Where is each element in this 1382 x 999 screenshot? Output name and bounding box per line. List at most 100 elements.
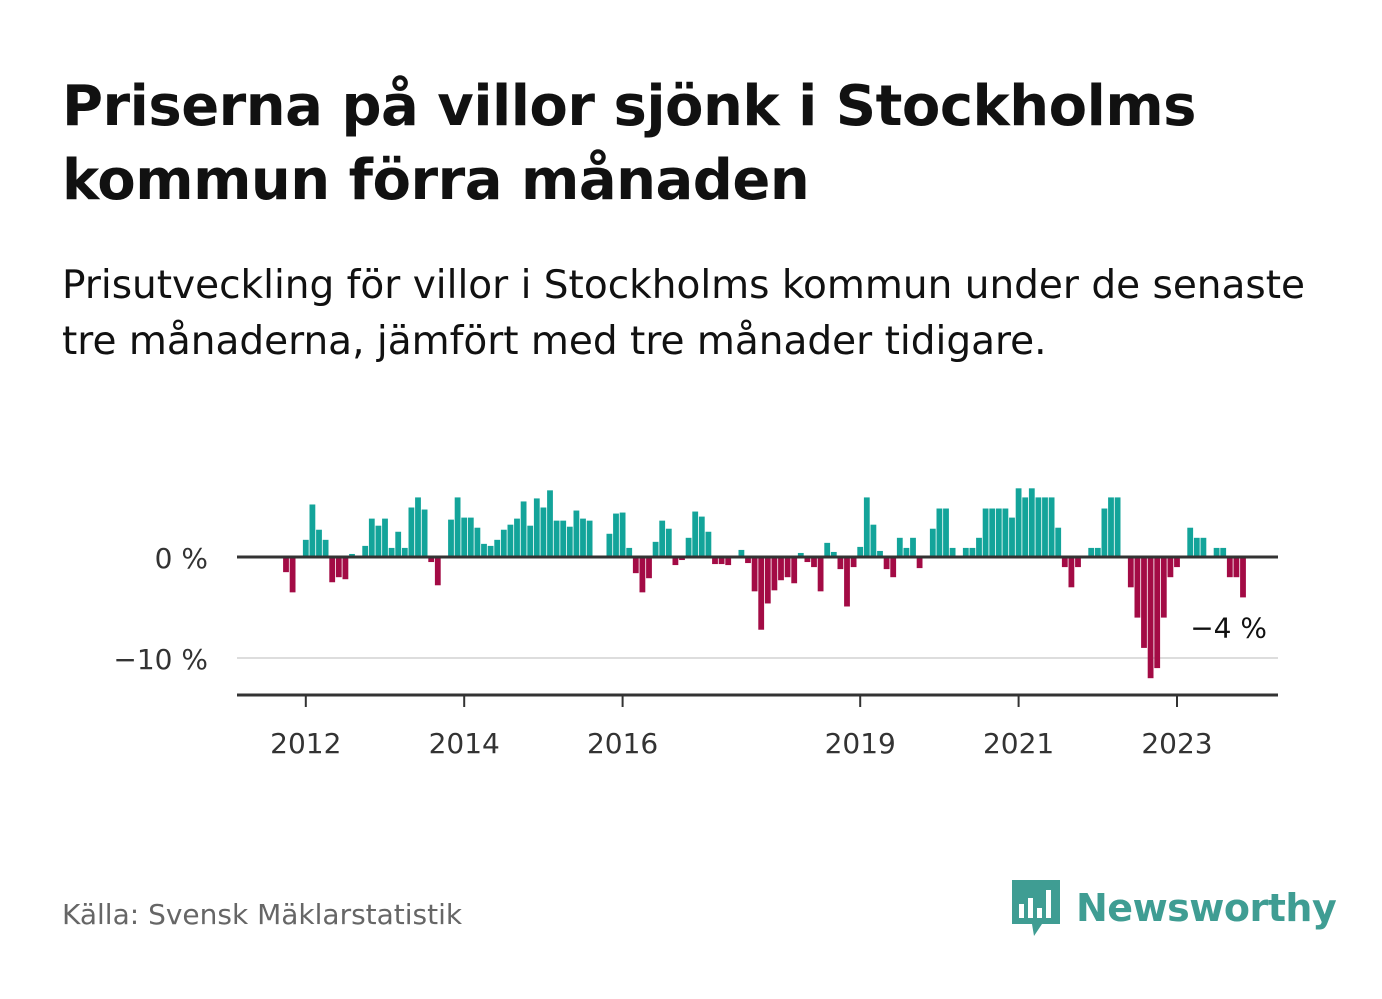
bar — [362, 545, 369, 557]
bar — [639, 557, 646, 593]
bar — [817, 557, 824, 592]
bar — [309, 504, 316, 557]
bar — [461, 517, 468, 557]
bar — [520, 501, 527, 557]
bar — [989, 508, 996, 557]
bar — [804, 557, 811, 563]
bar — [652, 541, 659, 557]
bar — [1200, 537, 1207, 557]
bar — [969, 547, 976, 557]
newsworthy-logo-icon — [1012, 880, 1060, 936]
bar — [698, 516, 705, 557]
bar — [725, 557, 732, 566]
price-change-bar-chart: 0 % −10 % 2012 2014 2016 2019 2021 2023 −4 % — [113, 488, 1278, 760]
bar — [903, 547, 910, 557]
bar — [1055, 527, 1062, 557]
bar — [448, 519, 454, 557]
bar — [1002, 508, 1009, 557]
bar — [349, 553, 355, 557]
bar — [976, 537, 982, 557]
bar — [1160, 557, 1167, 618]
bar — [1141, 557, 1147, 648]
bar — [540, 507, 547, 557]
bar — [672, 557, 679, 566]
x-tick-label: 2019 — [825, 727, 896, 760]
bar — [929, 528, 936, 557]
bar — [995, 508, 1002, 557]
bar — [646, 557, 652, 579]
x-tick-label: 2014 — [429, 727, 500, 760]
bar — [943, 508, 949, 557]
bar — [1108, 497, 1114, 557]
bar — [1193, 537, 1200, 557]
bar — [606, 533, 613, 557]
last-value-label: −4 % — [1190, 611, 1267, 644]
bar — [936, 508, 943, 557]
bar — [659, 520, 666, 557]
bar — [1134, 557, 1141, 618]
bar — [916, 557, 923, 569]
brand-name: Newsworthy — [1076, 886, 1337, 930]
bar — [302, 539, 309, 557]
bar — [1213, 547, 1220, 557]
bar — [1127, 557, 1134, 588]
bar — [712, 557, 718, 565]
bar — [382, 518, 388, 557]
bar — [738, 549, 745, 557]
bar — [685, 537, 692, 557]
source-note: Källa: Svensk Mäklarstatistik — [62, 898, 463, 931]
bar — [751, 557, 758, 592]
bar — [863, 497, 870, 557]
bar — [322, 539, 329, 557]
bar — [1226, 557, 1233, 578]
bar — [560, 520, 567, 557]
bar — [474, 527, 481, 557]
x-tick-label: 2021 — [983, 727, 1054, 760]
bar — [962, 547, 969, 557]
bar — [1114, 497, 1121, 557]
bar — [527, 525, 534, 557]
bar — [481, 543, 487, 557]
bar — [454, 497, 461, 557]
bar — [1015, 488, 1022, 557]
bar — [395, 531, 402, 557]
bar — [316, 529, 322, 557]
bar — [487, 545, 494, 557]
bar — [665, 528, 672, 557]
bar — [830, 551, 837, 557]
bar — [778, 557, 784, 581]
bar — [507, 524, 514, 557]
bar — [844, 557, 850, 607]
bar — [415, 497, 421, 557]
bar — [289, 557, 296, 593]
bar — [949, 547, 956, 557]
bar — [1061, 557, 1068, 568]
bar — [758, 557, 765, 630]
bar — [342, 557, 349, 580]
y-tick-label: 0 % — [155, 542, 208, 575]
bar — [533, 498, 540, 557]
bar — [982, 508, 989, 557]
bar — [335, 557, 342, 578]
bar — [586, 520, 593, 557]
bar — [1167, 557, 1174, 578]
brand-logo[interactable]: Newsworthy — [1010, 878, 1337, 938]
bar — [1101, 508, 1108, 557]
bar — [1088, 547, 1095, 557]
page-title: Priserna på villor sjönk i Stockholms ko… — [62, 74, 1197, 213]
bar — [619, 512, 626, 557]
bar — [500, 529, 507, 557]
bar — [883, 557, 890, 570]
bar — [388, 547, 395, 557]
bar — [514, 518, 520, 557]
bar — [1009, 517, 1015, 557]
bar — [1028, 488, 1035, 557]
bar — [896, 537, 903, 557]
bar — [857, 546, 864, 557]
bar — [368, 518, 375, 557]
y-tick-label: −10 % — [113, 643, 208, 676]
bar — [408, 507, 415, 557]
bar — [632, 557, 639, 574]
bar — [1154, 557, 1161, 669]
bar — [1035, 497, 1042, 557]
